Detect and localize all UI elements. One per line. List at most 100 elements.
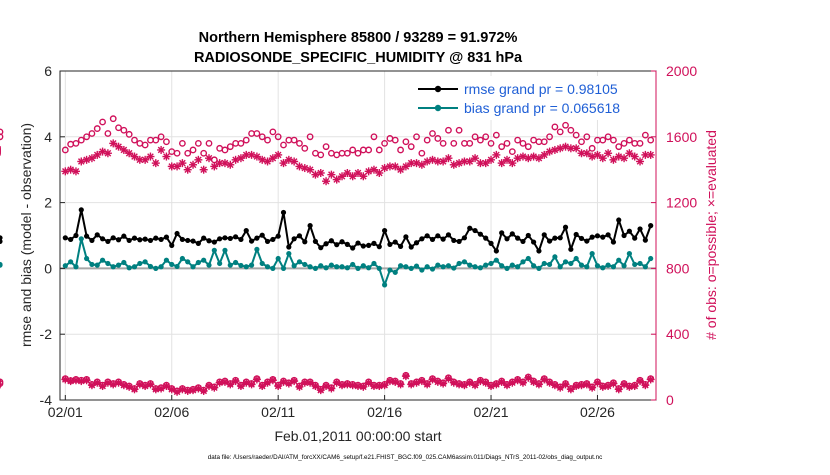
obs-evaluated-point-stroke [125,149,133,157]
obs-evaluated-point-stroke [120,146,128,154]
x-tick-label: 02/11 [261,404,295,420]
bias-point [546,261,553,268]
obs-evaluated-point-stroke [189,161,197,169]
rmse-point [525,232,531,239]
rmse-point [142,236,148,242]
obs-bottom-evaluated-point-stroke [179,385,186,393]
obs-possible-point [466,139,474,147]
obs-bottom-evaluated-point [518,378,527,387]
obs-possible-point [93,125,101,132]
obs-evaluated-point-stroke [184,166,192,174]
obs-evaluated-point-stroke [173,163,181,170]
obs-bottom-evaluated-point-stroke [551,381,559,389]
rmse-point [424,233,430,239]
obs-bottom-evaluated-point [162,382,171,391]
obs-bottom-evaluated-point [630,382,639,391]
bias-point [461,259,468,265]
bias-point [413,263,420,269]
obs-evaluated-point-stroke [620,154,628,162]
rmse-point [115,237,122,243]
obs-evaluated-point [236,154,245,163]
bias-point [456,260,462,267]
obs-possible-point [599,136,607,144]
y-tick-label: 6 [44,63,52,79]
rmse-point [477,231,483,237]
obs-possible-point [588,144,596,152]
obs-possible-point [104,130,112,137]
obs-possible-point [583,133,591,141]
bias-point [600,265,606,271]
obs-bottom-evaluated-point-stroke [647,376,655,383]
bias-point [525,255,531,262]
obs-bottom-evaluated-point [439,379,448,388]
obs-bottom-evaluated-point-stroke [83,376,90,384]
obs-evaluated-point-stroke [461,158,468,165]
obs-bottom-evaluated-point [290,377,299,386]
obs-evaluated-point-stroke [535,154,543,162]
obs-bottom-evaluated-point [77,377,86,386]
rmse-point [472,227,478,234]
y-tick-label: 4 [44,129,52,145]
obs-evaluated-point-stroke [391,163,399,170]
obs-evaluated-point [279,159,288,168]
chart-title-line-2: RADIOSONDE_SPECIFIC_HUMIDITY @ 831 hPa [194,50,523,66]
obs-evaluated-point-stroke [131,153,138,160]
obs-bottom-evaluated-point-stroke [562,381,569,388]
obs-evaluated-point-stroke [397,166,404,174]
bias-point [105,260,111,267]
bias-point [302,261,308,268]
obs-bottom-evaluated-point-stroke [93,379,101,387]
rmse-point [403,234,409,240]
obs-bottom-evaluated-point [385,377,394,386]
x-axis-label: Feb.01,2011 00:00:00 start [274,428,441,444]
obs-evaluated-point [103,149,112,158]
rmse-point [238,236,244,243]
obs-evaluated-point-stroke [477,159,484,167]
obs-evaluated-point [540,150,549,159]
bias-point [350,261,356,268]
bias-point [62,263,68,269]
obs-evaluated-point-stroke [88,154,96,162]
rmse-point [217,236,223,242]
rmse-point [648,223,654,229]
obs-evaluated-point-stroke [141,156,149,164]
obs-bottom-evaluated-point [274,382,283,391]
obs-evaluated-point [369,165,378,174]
obs-evaluated-point-stroke [354,169,362,177]
obs-possible-point [604,133,612,141]
bias-point [163,257,170,263]
bias-point [371,260,377,267]
obs-evaluated-point-stroke [610,156,617,164]
obs-bottom-evaluated-point [316,386,325,395]
bias-point [637,260,643,267]
obs-evaluated-point [322,177,331,186]
bias-point [307,264,313,270]
obs-bottom-evaluated-point [66,377,75,386]
rmse-point [78,207,84,213]
obs-bottom-evaluated-point [236,382,245,391]
obs-bottom-evaluated-point-stroke [301,379,309,387]
obs-evaluated-point-stroke [375,169,383,177]
bias-point [243,264,249,270]
obs-evaluated-point-stroke [599,154,607,162]
bias-point [419,267,425,273]
rmse-point [296,233,303,239]
obs-evaluated-point-stroke [519,153,527,160]
obs-evaluated-point [465,157,474,166]
rmse-point [605,232,611,238]
rmse-point [270,236,276,243]
obs-possible-point [290,136,298,144]
rmse-point [397,243,404,249]
bias-point [339,264,345,270]
obs-bottom-evaluated-point-stroke [429,376,436,383]
bias-point [137,260,143,267]
obs-possible-point [423,136,431,144]
obs-possible-point [226,143,234,151]
rmse-point [350,245,356,251]
obs-bottom-evaluated-point [359,382,368,391]
obs-evaluated-point [189,160,198,169]
obs-bottom-evaluated-point-stroke [423,381,431,388]
obs-bottom-evaluated-point [566,385,575,394]
obs-bottom-evaluated-point-stroke [77,377,85,385]
obs-evaluated-point-stroke [642,151,649,159]
